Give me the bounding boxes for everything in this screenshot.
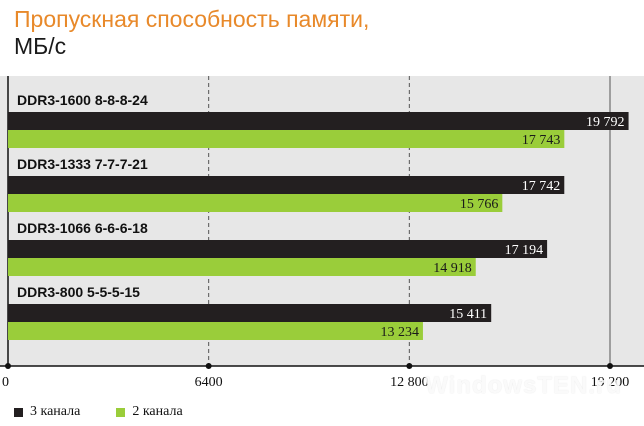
value-label-s1-c2: 14 918: [433, 261, 472, 276]
bar-s1-c1: [8, 194, 503, 212]
bar-s0-c1: [8, 176, 565, 194]
value-label-s0-c1: 17 742: [522, 179, 561, 194]
value-label-s1-c1: 15 766: [460, 197, 499, 212]
tick-marker-3: [607, 363, 613, 369]
legend-label-3-channels: 3 канала: [30, 404, 81, 419]
bar-s1-c3: [8, 322, 423, 340]
legend-item-3-channels: 3 канала: [14, 404, 80, 420]
category-label-3: DDR3-800 5-5-5-15: [17, 284, 140, 300]
legend-label-2-channels: 2 канала: [132, 404, 183, 419]
category-label-1: DDR3-1333 7-7-7-21: [17, 156, 148, 172]
value-label-s0-c0: 19 792: [586, 115, 625, 130]
tick-label-2: 12 800: [390, 375, 429, 390]
legend-item-2-channels: 2 канала: [116, 404, 183, 420]
tick-marker-0: [5, 363, 11, 369]
tick-label-0: 0: [2, 375, 9, 390]
legend-swatch-green: [116, 407, 126, 417]
bar-s1-c0: [8, 130, 565, 148]
tick-label-3: 19 200: [591, 375, 630, 390]
bar-s0-c2: [8, 240, 548, 258]
tick-marker-1: [205, 363, 212, 369]
legend-swatch-dark: [14, 407, 23, 417]
bar-s0-c3: [8, 304, 492, 322]
bar-s0-c0: [8, 112, 629, 130]
value-label-s0-c2: 17 194: [505, 243, 544, 258]
category-label-2: DDR3-1066 6-6-6-18: [17, 220, 148, 236]
value-label-s1-c0: 17 743: [522, 133, 561, 148]
bar-chart: DDR3-1600 8-8-8-24 19 792 17 743 DDR3-1333 …: [0, 76, 644, 390]
tick-marker-2: [406, 363, 413, 369]
watermark: WindowsTEN.ru: [425, 372, 622, 399]
chart-unit: МБ/с: [14, 33, 67, 59]
chart-title: Пропускная способность памяти,: [14, 6, 370, 32]
bar-s1-c2: [8, 258, 476, 276]
legend: 3 канала 2 канала: [14, 403, 219, 421]
category-label-0: DDR3-1600 8-8-8-24: [17, 92, 148, 108]
value-label-s0-c3: 15 411: [449, 307, 487, 322]
value-label-s1-c3: 13 234: [380, 325, 419, 340]
tick-label-1: 6400: [195, 375, 223, 390]
